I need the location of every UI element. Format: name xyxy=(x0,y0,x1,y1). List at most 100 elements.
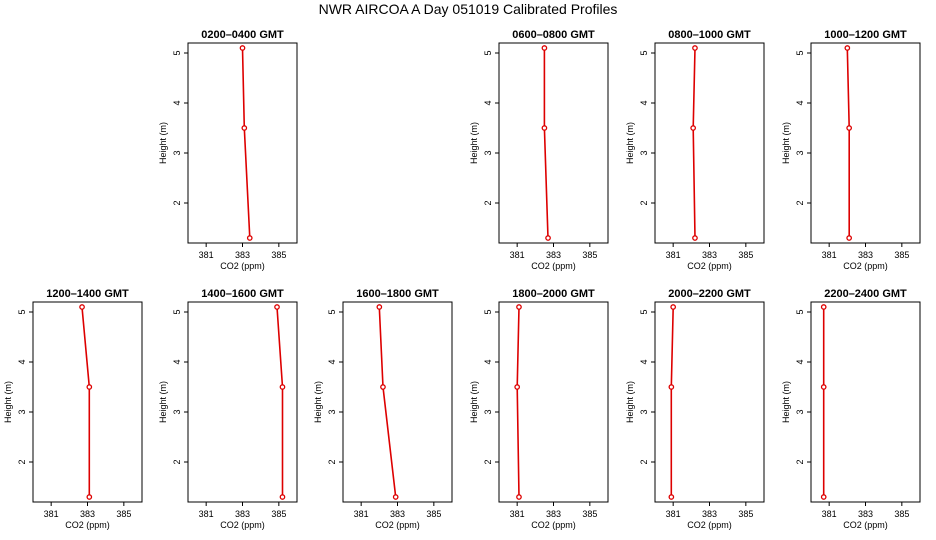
y-tick-label: 4 xyxy=(17,359,27,364)
y-tick-label: 4 xyxy=(639,100,649,105)
data-point xyxy=(820,494,827,500)
y-tick-label: 5 xyxy=(639,309,649,314)
y-tick-label: 5 xyxy=(172,309,182,314)
y-axis-label: Height (m) xyxy=(3,381,13,423)
profile-line xyxy=(378,306,397,498)
panel-title: 0600–0800 GMT xyxy=(512,29,595,41)
y-tick-label: 5 xyxy=(172,50,182,55)
y-tick-label: 5 xyxy=(639,50,649,55)
profile-panel: 2000–2200 GMT 381 383 385 2 3 4 5 CO2 (ppm) Heigh… xyxy=(625,288,765,530)
x-tick-label: 381 xyxy=(354,509,369,519)
y-tick-label: 2 xyxy=(483,459,493,464)
data-point xyxy=(541,125,548,131)
y-axis-label: Height (m) xyxy=(625,381,635,423)
x-tick-label: 381 xyxy=(666,250,681,260)
profile-line xyxy=(543,48,549,239)
plot-frame xyxy=(654,42,765,244)
x-tick-label: 381 xyxy=(666,509,681,519)
data-point xyxy=(692,235,698,241)
data-point xyxy=(668,384,675,390)
x-tick-label: 383 xyxy=(702,509,717,519)
x-axis-label: CO2 (ppm) xyxy=(687,520,732,530)
profile-panel: 1200–1400 GMT 381 383 385 2 3 4 5 CO2 (ppm) Heigh… xyxy=(3,288,143,530)
y-tick-label: 5 xyxy=(795,50,805,55)
profile-line xyxy=(81,306,91,497)
profile-panel: 0200–0400 GMT 381 383 385 2 3 4 5 CO2 (ppm) Heigh… xyxy=(158,29,298,271)
x-tick-label: 383 xyxy=(390,509,405,519)
panel-title: 2200–2400 GMT xyxy=(824,288,907,300)
y-tick-label: 5 xyxy=(483,309,493,314)
x-tick-label: 381 xyxy=(199,509,214,519)
plot-frame xyxy=(342,301,453,503)
profile-panel: 1600–1800 GMT 381 383 385 2 3 4 5 CO2 (ppm) Heigh… xyxy=(313,288,453,530)
profile-panel: 2200–2400 GMT 381 383 385 2 3 4 5 CO2 (ppm) Heigh… xyxy=(781,288,921,530)
x-axis-label: CO2 (ppm) xyxy=(220,520,265,530)
y-tick-label: 3 xyxy=(17,409,27,414)
figure-title: NWR AIRCOA A Day 051019 Calibrated Profi… xyxy=(319,1,618,17)
plot-frame xyxy=(498,42,609,244)
data-point xyxy=(545,235,551,241)
profile-line xyxy=(516,306,520,498)
x-tick-label: 385 xyxy=(582,509,597,519)
y-tick-label: 3 xyxy=(639,409,649,414)
y-tick-label: 4 xyxy=(795,359,805,364)
data-point xyxy=(668,494,675,500)
data-point xyxy=(541,45,548,51)
y-tick-label: 3 xyxy=(483,409,493,414)
x-axis-label: CO2 (ppm) xyxy=(220,261,265,271)
x-axis-label: CO2 (ppm) xyxy=(843,520,888,530)
x-tick-label: 381 xyxy=(510,250,525,260)
x-tick-label: 385 xyxy=(582,250,597,260)
profile-line xyxy=(692,47,696,239)
y-tick-label: 2 xyxy=(639,200,649,205)
profile-panel: 1800–2000 GMT 381 383 385 2 3 4 5 CO2 (ppm) Heigh… xyxy=(469,288,609,530)
y-tick-label: 2 xyxy=(483,200,493,205)
y-tick-label: 5 xyxy=(483,50,493,55)
x-tick-label: 383 xyxy=(80,509,95,519)
panel-title: 1400–1600 GMT xyxy=(201,288,284,300)
x-tick-label: 385 xyxy=(426,509,441,519)
x-axis-label: CO2 (ppm) xyxy=(375,520,420,530)
y-axis-label: Height (m) xyxy=(469,122,479,164)
y-axis-label: Height (m) xyxy=(313,381,323,423)
y-axis-label: Height (m) xyxy=(158,122,168,164)
x-tick-label: 383 xyxy=(702,250,717,260)
x-tick-label: 385 xyxy=(271,509,286,519)
panel-title: 1000–1200 GMT xyxy=(824,29,907,41)
x-tick-label: 385 xyxy=(738,250,753,260)
x-axis-label: CO2 (ppm) xyxy=(687,261,732,271)
profile-panel: 0800–1000 GMT 381 383 385 2 3 4 5 CO2 (ppm) Heigh… xyxy=(625,29,765,271)
data-point xyxy=(692,45,698,51)
profile-line xyxy=(670,306,674,497)
y-tick-label: 4 xyxy=(327,359,337,364)
y-tick-label: 2 xyxy=(639,459,649,464)
x-tick-label: 381 xyxy=(822,250,837,260)
data-point xyxy=(279,494,286,500)
y-tick-label: 5 xyxy=(795,309,805,314)
y-axis-label: Height (m) xyxy=(469,381,479,423)
y-tick-label: 2 xyxy=(795,200,805,205)
x-tick-label: 385 xyxy=(894,509,909,519)
data-point xyxy=(514,384,521,390)
x-tick-label: 383 xyxy=(546,250,561,260)
y-tick-label: 4 xyxy=(639,359,649,364)
profile-line xyxy=(241,47,251,239)
y-tick-label: 3 xyxy=(172,409,182,414)
data-point xyxy=(274,304,280,310)
panel-grid: 0200–0400 GMT 381 383 385 2 3 4 5 CO2 (ppm) Heigh… xyxy=(3,29,921,530)
y-axis-label: Height (m) xyxy=(781,122,791,164)
data-point xyxy=(846,125,853,131)
profile-panel: 0600–0800 GMT 381 383 385 2 3 4 5 CO2 (ppm) Heigh… xyxy=(469,29,609,271)
y-tick-label: 5 xyxy=(327,309,337,314)
y-axis-label: Height (m) xyxy=(781,381,791,423)
data-point xyxy=(376,304,383,310)
x-tick-label: 383 xyxy=(858,509,873,519)
x-tick-label: 383 xyxy=(235,250,250,260)
data-point xyxy=(820,304,827,310)
y-tick-label: 2 xyxy=(17,459,27,464)
data-point xyxy=(820,384,827,390)
y-tick-label: 4 xyxy=(483,359,493,364)
data-point xyxy=(516,494,522,500)
panel-title: 1600–1800 GMT xyxy=(356,288,439,300)
panel-title: 1800–2000 GMT xyxy=(512,288,595,300)
